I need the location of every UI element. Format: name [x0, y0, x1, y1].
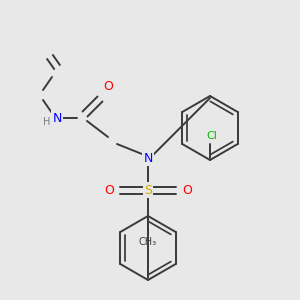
- Text: CH₃: CH₃: [139, 237, 157, 247]
- Text: O: O: [104, 184, 114, 196]
- Text: Cl: Cl: [207, 131, 218, 141]
- Text: N: N: [143, 152, 153, 164]
- Text: O: O: [103, 80, 113, 94]
- Text: N: N: [52, 112, 62, 124]
- Text: S: S: [144, 184, 152, 196]
- Text: H: H: [43, 117, 51, 127]
- Text: O: O: [182, 184, 192, 196]
